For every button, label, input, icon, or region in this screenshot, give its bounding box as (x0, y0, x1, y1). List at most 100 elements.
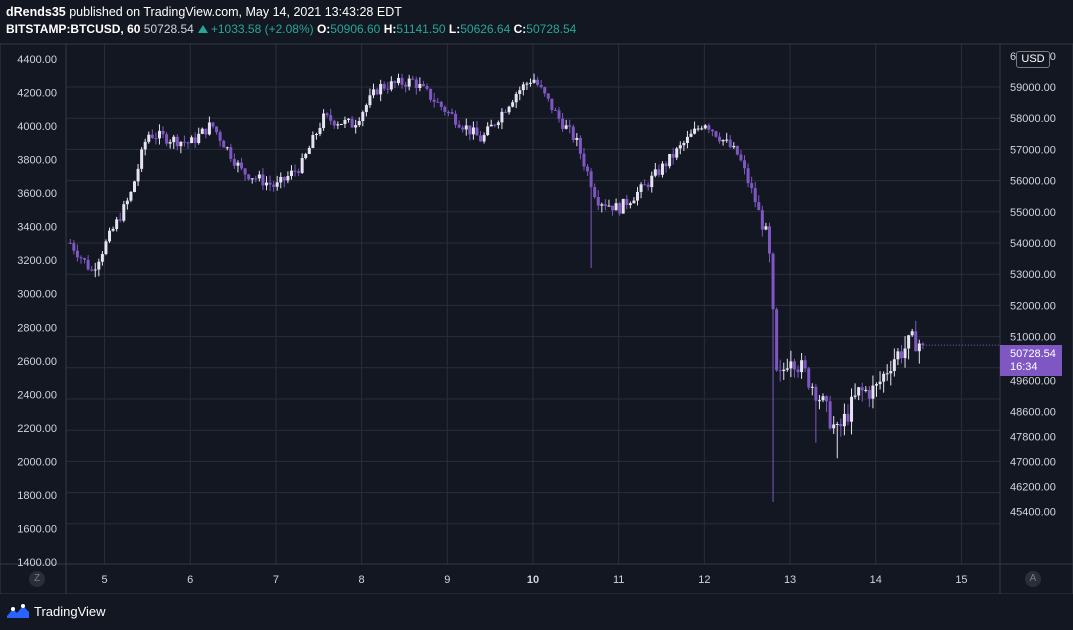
candle-body (436, 101, 440, 103)
candle-body (528, 82, 532, 84)
left-axis-tick-label: 2000.00 (17, 456, 57, 468)
time-axis-tick-label: 6 (187, 574, 193, 586)
candle-body (614, 203, 618, 211)
right-axis-tick-label: 45400.00 (1010, 506, 1056, 518)
time-axis-tick-label: 15 (955, 574, 967, 586)
candle-body (439, 101, 443, 107)
candle-body (311, 135, 315, 148)
candle-body (693, 128, 697, 134)
brand-name[interactable]: TradingView (34, 604, 106, 619)
time-axis-tick-label: 5 (101, 574, 107, 586)
candle-body (354, 125, 358, 128)
left-axis-tick-label: 3600.00 (17, 188, 57, 200)
candle-body (154, 137, 158, 139)
candle-body (875, 384, 879, 386)
up-arrow-icon (197, 25, 208, 33)
candle-body (500, 111, 504, 123)
candle-body (750, 183, 754, 189)
candle-body (882, 373, 886, 382)
candle-body (264, 182, 268, 186)
candle-body (678, 145, 682, 149)
symbol-label[interactable]: BITSTAMP:BTCUSD, 60 (6, 22, 141, 36)
axes: 4400.00 4200.00 4000.00 3800.00 3600.00 3400.… (0, 43, 1073, 594)
candle-body (753, 188, 757, 203)
candle-body (322, 113, 326, 129)
candle-body (240, 162, 244, 169)
candle-body (867, 389, 871, 399)
candle-body (914, 331, 918, 352)
candle-body (218, 132, 222, 141)
candle-body (118, 219, 122, 221)
candle-body (68, 243, 72, 244)
candle-body (336, 124, 340, 126)
candle-body (432, 99, 436, 102)
candle-body (72, 243, 76, 251)
currency-badge[interactable]: USD (1016, 51, 1050, 68)
candle-body (90, 269, 94, 271)
close-label: C: (513, 22, 527, 36)
candle-body (553, 109, 557, 111)
candle-body (197, 133, 201, 143)
left-axis-tick-label: 1400.00 (17, 557, 57, 569)
candle-body (771, 253, 775, 310)
candle-body (232, 158, 236, 166)
candle-body (471, 127, 475, 135)
candle-body (222, 140, 226, 148)
candle-body (489, 124, 493, 127)
candle-body (546, 93, 550, 99)
candle-body (860, 387, 864, 391)
right-axis-tick-label: 47000.00 (1010, 456, 1056, 468)
candle-body (393, 81, 397, 84)
candle-body (379, 84, 383, 95)
candle-body (83, 258, 87, 260)
candle-body (892, 359, 896, 372)
candle-body (382, 84, 386, 89)
candle-body (603, 204, 607, 206)
candle-body (339, 124, 343, 126)
candle-body (664, 163, 668, 167)
published-text: published on TradingView.com, May 14, 20… (69, 5, 402, 19)
candle-body (225, 147, 229, 149)
candle-body (685, 136, 689, 143)
left-axis-tick-label: 2600.00 (17, 356, 57, 368)
candle-body (871, 385, 875, 399)
candle-body (275, 182, 279, 187)
left-axis-tick-label: 1600.00 (17, 523, 57, 535)
candle-body (97, 261, 101, 270)
left-axis-tick-label: 4400.00 (17, 54, 57, 66)
candle-body (404, 84, 408, 87)
candle-body (885, 373, 889, 375)
candle-body (140, 149, 144, 169)
candle-body (718, 136, 722, 142)
candle-body (479, 135, 483, 142)
candle-body (596, 197, 600, 206)
tradingview-logo-icon[interactable] (6, 603, 30, 619)
candle-body (653, 169, 657, 176)
price-chart[interactable]: 4400.00 4200.00 4000.00 3800.00 3600.00 3400.… (0, 0, 1073, 594)
candle-body (375, 89, 379, 95)
candle-body (193, 137, 197, 143)
candle-body (396, 77, 400, 84)
candle-body (660, 163, 664, 175)
candle-body (143, 141, 147, 150)
candle-body (400, 77, 404, 85)
candle-body (368, 95, 372, 106)
candle-body (582, 153, 586, 167)
candle-body (132, 181, 136, 192)
zoom-scale-button[interactable]: Z (29, 571, 45, 587)
candle-body (607, 205, 611, 207)
candle-body (839, 423, 843, 427)
author-name[interactable]: dRends35 (6, 5, 66, 19)
auto-scale-button[interactable]: A (1025, 571, 1041, 587)
ohlc-line: BITSTAMP:BTCUSD, 60 50728.54 +1033.58 (+2… (6, 22, 576, 36)
time-axis-tick-label: 11 (613, 574, 624, 586)
candle-body (611, 205, 615, 211)
candle-body (600, 204, 604, 206)
candle-body (725, 139, 729, 141)
candle-body (407, 78, 411, 87)
candle-body (236, 162, 240, 166)
candle-body (578, 138, 582, 154)
candle-body (215, 126, 219, 133)
candle-body (157, 130, 161, 139)
candle-body (764, 226, 768, 230)
